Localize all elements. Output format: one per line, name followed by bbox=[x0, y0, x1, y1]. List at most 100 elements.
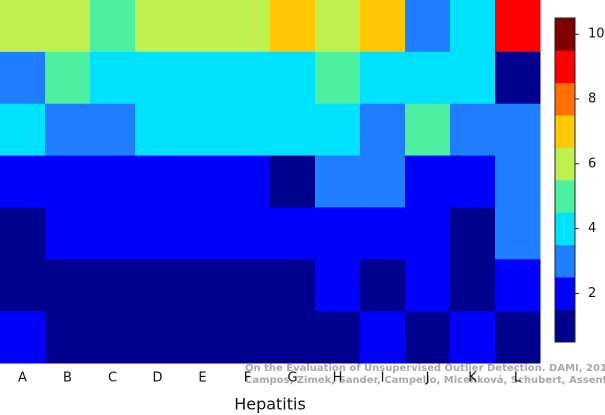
heatmap-cell bbox=[360, 155, 406, 208]
colorbar-segment bbox=[555, 212, 575, 246]
heatmap-cell bbox=[180, 311, 226, 364]
heatmap-cell bbox=[135, 0, 181, 53]
heatmap-cell bbox=[450, 51, 496, 105]
heatmap-cell bbox=[405, 103, 451, 157]
heatmap-cell bbox=[225, 0, 271, 53]
heatmap-cell bbox=[270, 155, 316, 208]
heatmap-cell bbox=[45, 51, 91, 105]
heatmap-cell bbox=[45, 0, 91, 53]
heatmap-cell bbox=[495, 51, 541, 105]
heatmap-cell bbox=[90, 207, 136, 260]
x-tick-label: L bbox=[514, 371, 522, 386]
heatmap-cell bbox=[270, 207, 316, 260]
heatmap-cell bbox=[315, 103, 361, 157]
heatmap-cell bbox=[0, 51, 46, 105]
heatmap-cell bbox=[495, 103, 541, 157]
heatmap-cell bbox=[90, 311, 136, 364]
heatmap-cell bbox=[45, 155, 91, 208]
heatmap-cell bbox=[45, 259, 91, 312]
colorbar-segment bbox=[555, 82, 575, 116]
colorbar-segment bbox=[555, 180, 575, 213]
heatmap-cell bbox=[360, 259, 406, 312]
heatmap-cell bbox=[180, 259, 226, 312]
colorbar-tick-label: 6 bbox=[588, 156, 596, 171]
heatmap-cell bbox=[225, 155, 271, 208]
heatmap-cell bbox=[135, 207, 181, 260]
heatmap-cell bbox=[450, 103, 496, 157]
heatmap-cell bbox=[90, 155, 136, 208]
heatmap-cell bbox=[135, 103, 181, 157]
heatmap-cell bbox=[450, 155, 496, 208]
heatmap-cell bbox=[495, 259, 541, 312]
heatmap-cell bbox=[270, 103, 316, 157]
heatmap-cell bbox=[405, 51, 451, 105]
heatmap-cell bbox=[360, 207, 406, 260]
heatmap-cell bbox=[45, 103, 91, 157]
heatmap-cell bbox=[135, 155, 181, 208]
heatmap-cell bbox=[495, 311, 541, 364]
heatmap-cell bbox=[360, 103, 406, 157]
x-tick-label: I bbox=[381, 371, 385, 386]
x-tick-label: F bbox=[244, 371, 251, 386]
colorbar-frame bbox=[554, 17, 576, 343]
heatmap-cell bbox=[0, 0, 46, 53]
heatmap-cell bbox=[495, 0, 541, 53]
heatmap-cell bbox=[225, 207, 271, 260]
heatmap-cell bbox=[405, 155, 451, 208]
heatmap-cell bbox=[225, 259, 271, 312]
x-tick-label: K bbox=[468, 371, 477, 386]
heatmap-cell bbox=[0, 103, 46, 157]
x-tick-label: H bbox=[333, 371, 343, 386]
watermark: Campos, Zimek, Sander, Campello, Micenko… bbox=[245, 374, 605, 386]
x-axis-label: Hepatitis bbox=[234, 395, 306, 414]
colorbar-tick-label: 10 bbox=[588, 27, 605, 42]
heatmap-cell bbox=[45, 311, 91, 364]
heatmap-cell bbox=[180, 103, 226, 157]
heatmap-cell bbox=[0, 311, 46, 364]
heatmap-cell bbox=[0, 155, 46, 208]
heatmap-cell bbox=[225, 103, 271, 157]
heatmap-cell bbox=[180, 51, 226, 105]
colorbar-segment bbox=[555, 244, 575, 278]
heatmap-cell bbox=[135, 51, 181, 105]
heatmap-cell bbox=[405, 311, 451, 364]
colorbar-segment bbox=[555, 277, 575, 310]
colorbar-segment bbox=[555, 147, 575, 181]
heatmap-cell bbox=[270, 259, 316, 312]
x-tick-label: B bbox=[63, 371, 72, 386]
colorbar-segment bbox=[555, 115, 575, 148]
heatmap-cell bbox=[315, 311, 361, 364]
heatmap-cell bbox=[360, 311, 406, 364]
colorbar-segment bbox=[555, 18, 575, 51]
heatmap-cell bbox=[0, 259, 46, 312]
colorbar-segment bbox=[555, 50, 575, 84]
x-tick-label: G bbox=[287, 371, 297, 386]
x-tick-label: A bbox=[18, 371, 27, 386]
heatmap-cell bbox=[90, 51, 136, 105]
heatmap-cell bbox=[270, 311, 316, 364]
heatmap-cell bbox=[90, 0, 136, 53]
heatmap-cell bbox=[315, 259, 361, 312]
heatmap-cell bbox=[90, 259, 136, 312]
heatmap-cell bbox=[90, 103, 136, 157]
heatmap-cell bbox=[450, 207, 496, 260]
heatmap-cell bbox=[180, 207, 226, 260]
x-tick-label: D bbox=[152, 371, 162, 386]
heatmap-cell bbox=[315, 0, 361, 53]
watermark: On the Evaluation of Unsupervised Outlie… bbox=[245, 363, 605, 374]
heatmap-cell bbox=[225, 51, 271, 105]
x-tick-label: E bbox=[198, 371, 206, 386]
heatmap-cell bbox=[495, 155, 541, 208]
heatmap-cell bbox=[180, 155, 226, 208]
heatmap-cell bbox=[450, 311, 496, 364]
heatmap-cell bbox=[0, 207, 46, 260]
heatmap-cell bbox=[450, 259, 496, 312]
heatmap-cell bbox=[225, 311, 271, 364]
heatmap-cell bbox=[315, 51, 361, 105]
heatmap-cell bbox=[270, 0, 316, 53]
colorbar-tick-label: 4 bbox=[588, 221, 596, 236]
heatmap-cell bbox=[135, 259, 181, 312]
heatmap-cell bbox=[360, 0, 406, 53]
heatmap-cell bbox=[135, 311, 181, 364]
